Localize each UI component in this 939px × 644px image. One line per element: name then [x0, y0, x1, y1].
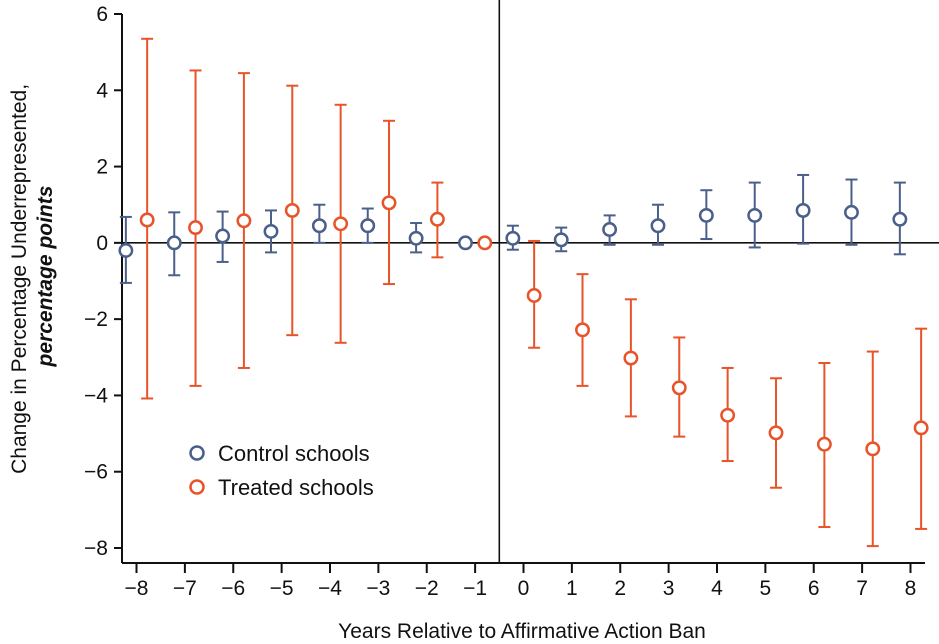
point-treated [768, 425, 784, 441]
x-tick-label: 3 [663, 577, 675, 600]
point-treated [623, 350, 639, 366]
y-tick-label: −6 [84, 461, 108, 484]
x-tick-label: −5 [270, 577, 294, 600]
y-tick-label: 2 [96, 156, 108, 179]
point-control [118, 243, 134, 258]
legend-marker-control [189, 445, 205, 461]
point-control [166, 235, 182, 251]
x-axis-title: Years Relative to Affirmative Action Ban [338, 620, 706, 643]
x-tick-label: −8 [125, 577, 149, 600]
series-treated [139, 37, 929, 548]
x-tick-label: 6 [808, 577, 820, 600]
point-treated [913, 420, 929, 436]
point-treated [381, 195, 397, 211]
y-tick-label: −8 [84, 537, 108, 560]
point-treated [671, 380, 687, 396]
x-tick-label: −2 [415, 577, 439, 600]
x-tick-label: 2 [614, 577, 626, 600]
point-control [263, 223, 279, 239]
point-control [698, 207, 714, 223]
point-control [747, 207, 763, 223]
legend-label-control: Control schools [218, 441, 370, 466]
y-ticks: −8 −6 −4 −2 0 2 4 6 [84, 3, 122, 560]
point-control [892, 211, 908, 227]
x-tick-label: 1 [566, 577, 578, 600]
point-control [215, 228, 231, 244]
legend-label-treated: Treated schools [218, 475, 374, 500]
x-tick-label: 0 [518, 577, 530, 600]
y-axis-title: Change in Percentage Underrepresented, p… [8, 78, 57, 474]
y-axis-title-line1: Change in Percentage Underrepresented, [8, 84, 31, 474]
x-tick-label: 8 [905, 577, 917, 600]
x-tick-label: −4 [318, 577, 342, 600]
point-treated [720, 407, 736, 423]
x-tick-label: 4 [711, 577, 723, 600]
y-tick-label: 4 [96, 79, 108, 102]
point-control [360, 218, 376, 234]
point-control [844, 204, 859, 220]
point-control [795, 202, 811, 218]
y-tick-label: 0 [96, 232, 108, 255]
series-layer [118, 37, 929, 548]
point-control [602, 222, 618, 237]
point-control [650, 218, 666, 234]
point-treated [236, 213, 252, 229]
point-treated [139, 212, 155, 228]
y-tick-label: 6 [96, 3, 108, 26]
point-treated [526, 288, 542, 303]
legend: Control schools Treated schools [189, 441, 374, 500]
point-treated [477, 235, 493, 251]
point-control [408, 230, 424, 246]
x-ticks: −8 −7 −6 −5 −4 −3 −2 −1 0 1 2 3 4 5 6 7 8 [125, 563, 917, 600]
x-tick-label: −6 [221, 577, 245, 600]
point-treated [284, 202, 300, 218]
y-tick-label: −4 [84, 384, 108, 407]
x-tick-label: 7 [856, 577, 868, 600]
point-control [458, 235, 473, 251]
point-treated [816, 436, 832, 452]
point-treated [188, 220, 203, 236]
legend-marker-treated [189, 479, 205, 495]
point-treated [429, 211, 445, 227]
y-tick-label: −2 [84, 308, 108, 331]
x-tick-label: 5 [760, 577, 772, 600]
x-tick-label: −1 [463, 577, 487, 600]
point-control [553, 232, 569, 248]
x-tick-label: −3 [366, 577, 390, 600]
x-tick-label: −7 [173, 577, 197, 600]
series-control [118, 173, 908, 284]
point-treated [575, 322, 590, 338]
point-control [311, 218, 327, 234]
y-axis-title-line2: percentage points [34, 186, 57, 368]
point-treated [865, 441, 881, 457]
axes: −8 −6 −4 −2 0 2 4 6 −8 −7 −6 −5 −4 −3 −2 −1 0 1 2 3 4 5 6 7 8 [84, 3, 925, 600]
point-treated [333, 216, 349, 232]
point-control [505, 230, 521, 246]
